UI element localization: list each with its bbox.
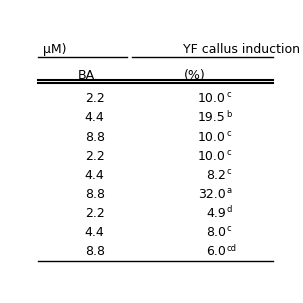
Text: 19.5: 19.5 [198, 112, 226, 125]
Text: c: c [226, 167, 231, 176]
Text: d: d [226, 205, 231, 214]
Text: 2.2: 2.2 [85, 92, 105, 105]
Text: a: a [226, 186, 231, 195]
Text: 4.4: 4.4 [85, 112, 105, 125]
Text: c: c [226, 225, 231, 233]
Text: c: c [226, 148, 231, 157]
Text: 2.2: 2.2 [85, 207, 105, 220]
Text: YF callus induction: YF callus induction [184, 43, 301, 56]
Text: 4.4: 4.4 [85, 226, 105, 239]
Text: 8.0: 8.0 [206, 226, 226, 239]
Text: 8.8: 8.8 [85, 188, 105, 201]
Text: 10.0: 10.0 [198, 131, 226, 144]
Text: 8.2: 8.2 [206, 169, 226, 182]
Text: 4.4: 4.4 [85, 169, 105, 182]
Text: b: b [226, 110, 231, 118]
Text: 8.8: 8.8 [85, 245, 105, 258]
Text: 4.9: 4.9 [206, 207, 226, 220]
Text: 10.0: 10.0 [198, 92, 226, 105]
Text: 32.0: 32.0 [198, 188, 226, 201]
Text: c: c [226, 91, 231, 99]
Text: 10.0: 10.0 [198, 150, 226, 163]
Text: c: c [226, 129, 231, 138]
Text: BA: BA [78, 69, 95, 82]
Text: (%): (%) [184, 69, 205, 82]
Text: 2.2: 2.2 [85, 150, 105, 163]
Text: cd: cd [226, 244, 236, 252]
Text: 8.8: 8.8 [85, 131, 105, 144]
Text: μM): μM) [42, 43, 66, 56]
Text: 6.0: 6.0 [206, 245, 226, 258]
